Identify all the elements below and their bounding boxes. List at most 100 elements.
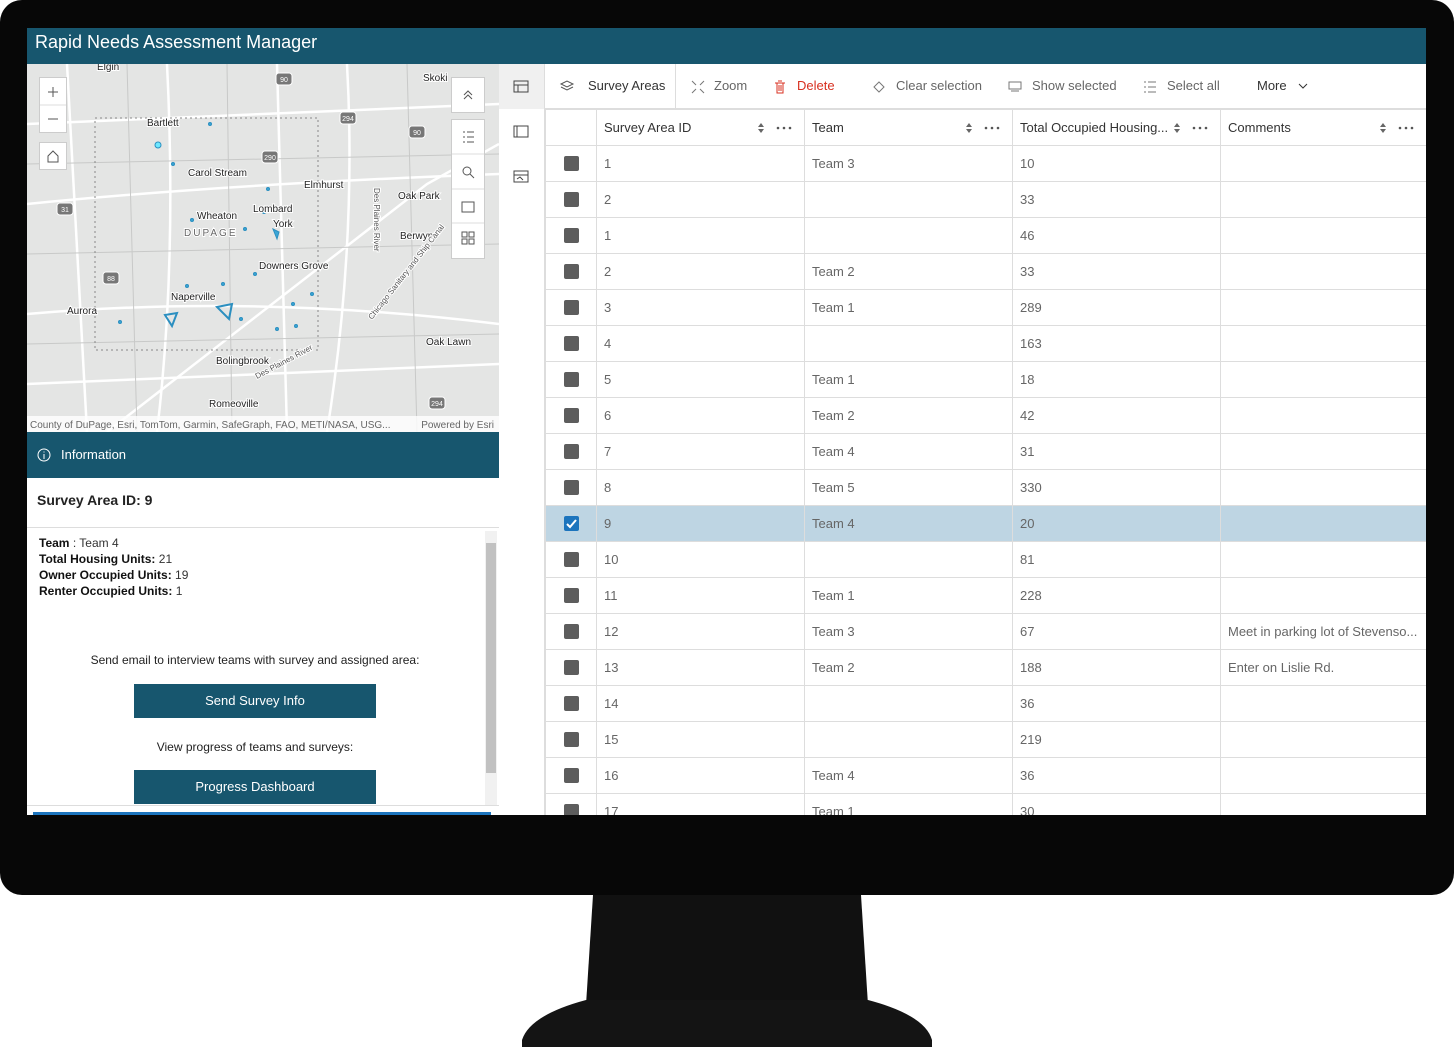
checkbox[interactable] — [563, 192, 579, 207]
table-cell — [804, 541, 1013, 578]
table-row[interactable]: 12 Team 3 67 Meet in parking lot of Stevens… — [545, 613, 1426, 650]
shield-label: 90 — [413, 130, 421, 137]
zoom-button[interactable]: Zoom — [714, 78, 748, 93]
check-icon — [565, 519, 577, 529]
progress-dashboard-button[interactable]: Progress Dashboard — [134, 770, 376, 804]
info-icon — [37, 448, 51, 462]
checkbox-cell — [545, 721, 597, 758]
checkbox[interactable] — [563, 696, 579, 711]
table-row[interactable]: 3 Team 1 289 — [545, 289, 1426, 326]
table-row[interactable]: 16 Team 4 36 — [545, 757, 1426, 794]
shield — [56, 202, 74, 216]
checkbox[interactable] — [563, 588, 579, 603]
map[interactable]: 90 294 90 290 31 88 294 Elgin Skoki Bartlett Caro… — [27, 64, 499, 432]
sort-icon — [1174, 123, 1180, 133]
table-cell: 330 — [1012, 469, 1221, 506]
checkbox[interactable] — [563, 408, 579, 423]
table-row[interactable]: 14 36 — [545, 685, 1426, 722]
table-cell — [1220, 253, 1426, 290]
column-header: Total Occupied Housing... — [1012, 109, 1221, 146]
shield-label: 31 — [61, 207, 69, 214]
screen: Rapid Needs Assessment Manager 90 294 90 29… — [27, 28, 1426, 815]
checkbox-cell — [545, 253, 597, 290]
checkbox[interactable] — [563, 480, 579, 495]
checkbox-cell — [545, 577, 597, 614]
checkbox[interactable] — [563, 228, 579, 243]
table-cell — [1220, 577, 1426, 614]
menu-dot — [1192, 126, 1196, 130]
table-cell: 33 — [1012, 253, 1221, 290]
column-title: Total Occupied Housing... — [1020, 120, 1169, 135]
table-row[interactable]: 13 Team 2 188 Enter on Lislie Rd. — [545, 649, 1426, 686]
table-row[interactable]: 4 163 — [545, 325, 1426, 362]
table-row[interactable]: 2 Team 2 33 — [545, 253, 1426, 290]
checkbox[interactable] — [563, 336, 579, 351]
clear-selection-button[interactable]: Clear selection — [896, 78, 982, 93]
table-cell — [1220, 685, 1426, 722]
place-label: Wheaton — [197, 211, 237, 222]
checkbox[interactable] — [563, 264, 579, 279]
layer-icon — [559, 80, 575, 91]
checkbox-cell — [545, 541, 597, 578]
shield — [102, 271, 120, 285]
checkbox[interactable] — [563, 552, 579, 567]
info-field: Total Housing Units: 21 — [39, 551, 188, 567]
table-row[interactable]: 8 Team 5 330 — [545, 469, 1426, 506]
table-cell: Team 2 — [804, 649, 1013, 686]
menu-dot — [1198, 126, 1202, 130]
table-row[interactable]: 1 46 — [545, 217, 1426, 254]
checkbox[interactable] — [563, 300, 579, 315]
checkbox-cell — [545, 685, 597, 722]
table-row[interactable]: 1 Team 3 10 — [545, 145, 1426, 182]
more-button[interactable]: More — [1257, 78, 1287, 93]
table-row[interactable]: 11 Team 1 228 — [545, 577, 1426, 614]
table-row[interactable]: 5 Team 1 18 — [545, 361, 1426, 398]
checkbox-cell — [545, 397, 597, 434]
table-cell — [804, 721, 1013, 758]
scrollbar[interactable] — [485, 531, 497, 805]
table-row[interactable]: 2 33 — [545, 181, 1426, 218]
table-cell: Team 1 — [804, 577, 1013, 614]
info-bar[interactable]: Information — [27, 432, 499, 478]
divider — [27, 527, 499, 528]
show-selected-icon — [1008, 81, 1022, 92]
table-row[interactable]: 15 219 — [545, 721, 1426, 758]
check — [565, 519, 577, 529]
home-button[interactable] — [39, 142, 67, 170]
table-cell: Team 2 — [804, 397, 1013, 434]
checkbox[interactable] — [563, 624, 579, 639]
checkbox-cell — [545, 757, 597, 794]
collapse-button[interactable] — [451, 77, 485, 113]
checkbox[interactable] — [563, 768, 579, 783]
select-all-icon — [1144, 81, 1156, 93]
checkbox[interactable] — [563, 372, 579, 387]
column-icons — [966, 123, 1000, 133]
checkbox[interactable] — [563, 660, 579, 675]
checkbox[interactable] — [563, 444, 579, 459]
table-cell: Team 5 — [804, 469, 1013, 506]
table-row[interactable]: 9 Team 4 20 — [545, 505, 1426, 542]
table-cell — [1220, 289, 1426, 326]
table-cell: 188 — [1012, 649, 1221, 686]
info-field: Team : Team 4 — [39, 535, 188, 551]
delete-button[interactable]: Delete — [797, 78, 835, 93]
checkbox[interactable] — [563, 732, 579, 747]
table-row[interactable]: 17 Team 1 30 — [545, 793, 1426, 815]
shield-label: 90 — [280, 77, 288, 84]
select-all-button[interactable]: Select all — [1167, 78, 1220, 93]
show-selected-button[interactable]: Show selected — [1032, 78, 1117, 93]
table-row[interactable]: 6 Team 2 42 — [545, 397, 1426, 434]
table-cell: 228 — [1012, 577, 1221, 614]
send-survey-button[interactable]: Send Survey Info — [134, 684, 376, 718]
checkbox[interactable] — [563, 156, 579, 171]
table-row[interactable]: 10 81 — [545, 541, 1426, 578]
checkbox[interactable] — [563, 804, 579, 815]
table-row[interactable]: 7 Team 4 31 — [545, 433, 1426, 470]
table-cell: Meet in parking lot of Stevenso... — [1220, 613, 1426, 650]
table-cell: 20 — [1012, 505, 1221, 542]
table-cell: 1 — [596, 145, 805, 182]
layer-name[interactable]: Survey Areas — [588, 78, 666, 93]
info-fields: Team : Team 4 Total Housing Units: 21 Owne… — [39, 535, 188, 599]
scroll-thumb[interactable] — [486, 543, 496, 773]
checkbox[interactable] — [563, 516, 579, 531]
